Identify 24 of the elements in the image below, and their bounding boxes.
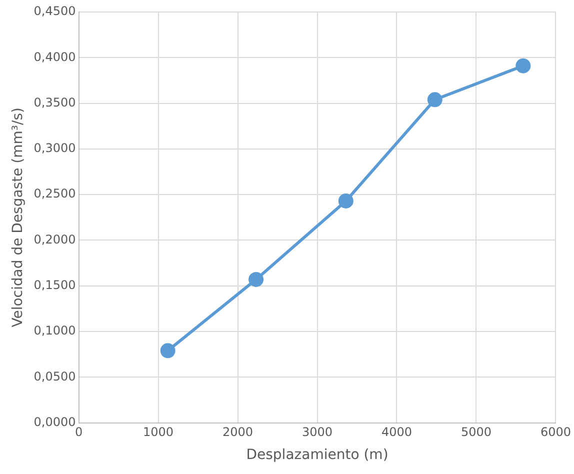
point [248,272,264,287]
x-tick-label: 5000 [460,425,492,440]
y-tick-label: 0,3500 [34,95,76,110]
y-tick-label: 0,2500 [34,186,76,201]
y-tick-label: 0,0500 [34,369,76,384]
x-tick-label: 2000 [222,425,254,440]
x-tick-label: 1000 [143,425,174,440]
x-tick-label: 6000 [540,425,572,440]
x-tick-label: 3000 [302,425,333,440]
y-tick-label: 0,2000 [34,232,76,246]
point [160,343,176,358]
x-tick-label: 4000 [381,425,412,440]
y-tick-label: 0,4500 [34,4,76,18]
y-tick-label: 0,1500 [34,278,76,292]
x-axis-title: Desplazamiento (m) [246,447,388,464]
y-tick-label: 0,1000 [34,324,76,338]
point [338,193,354,208]
y-axis-title: Velocidad de Desgaste (mm³/s) [10,108,26,328]
y-tick-label: 0,3000 [34,141,76,156]
point [427,92,442,108]
y-tick-label: 0,4000 [34,50,76,64]
point [516,58,531,74]
x-tick-label: 0 [74,425,83,440]
y-tick-label: 0,0000 [34,414,76,429]
